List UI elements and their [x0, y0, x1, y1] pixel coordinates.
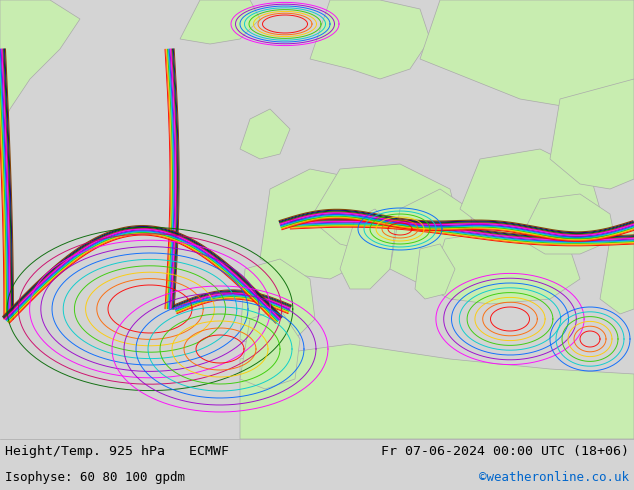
Polygon shape [390, 189, 475, 284]
Polygon shape [310, 0, 430, 79]
Polygon shape [520, 194, 615, 254]
Text: ©weatheronline.co.uk: ©weatheronline.co.uk [479, 471, 629, 484]
Polygon shape [415, 244, 455, 299]
Polygon shape [460, 149, 600, 239]
Polygon shape [180, 0, 260, 44]
Polygon shape [0, 0, 80, 129]
Polygon shape [550, 79, 634, 189]
Polygon shape [240, 309, 300, 389]
Text: Height/Temp. 925 hPa   ECMWF: Height/Temp. 925 hPa ECMWF [5, 445, 229, 458]
Polygon shape [340, 209, 395, 289]
Polygon shape [430, 229, 580, 304]
Polygon shape [240, 259, 315, 349]
Text: Fr 07-06-2024 00:00 UTC (18+06): Fr 07-06-2024 00:00 UTC (18+06) [381, 445, 629, 458]
Polygon shape [260, 169, 380, 279]
Polygon shape [240, 109, 290, 159]
Text: Isophyse: 60 80 100 gpdm: Isophyse: 60 80 100 gpdm [5, 471, 185, 484]
Polygon shape [310, 164, 460, 254]
Polygon shape [240, 344, 634, 439]
Polygon shape [420, 0, 634, 109]
Polygon shape [600, 229, 634, 314]
